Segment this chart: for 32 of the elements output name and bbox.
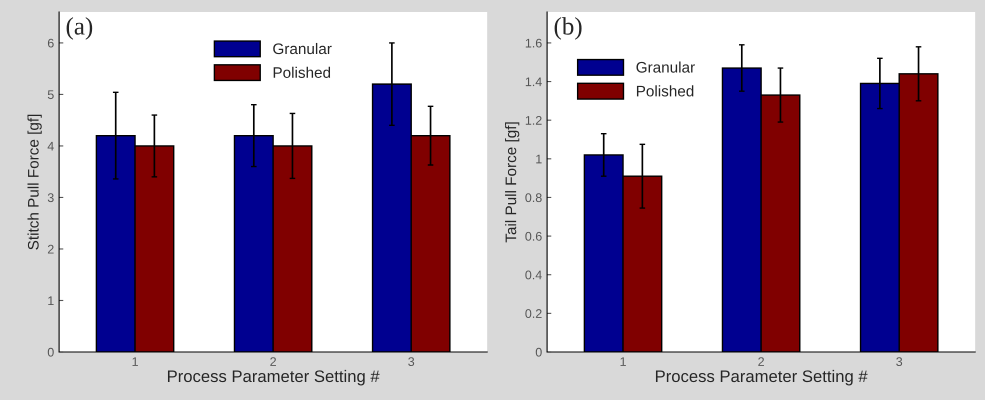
x-tick-label: 1 [620, 357, 626, 366]
y-tick-label: 4 [48, 142, 54, 150]
y-tick-label: 0.2 [525, 309, 542, 318]
x-tick-label: 3 [896, 357, 902, 366]
legend-label: Granular [636, 61, 695, 73]
x-axis-title: Process Parameter Setting # [168, 370, 380, 386]
x-tick-label: 2 [270, 357, 276, 366]
x-tick-label: 3 [408, 357, 414, 366]
y-tick-label: 0.4 [525, 270, 542, 280]
y-tick-label: 1 [48, 296, 54, 306]
annotation: (a) [66, 17, 92, 40]
legend-label: Polished [636, 85, 694, 96]
y-axis-title: Stitch Pull Force [gf] [27, 114, 42, 250]
y-tick-label: 1 [536, 154, 542, 164]
y-tick-label: 0.6 [525, 232, 542, 241]
y-tick-label: 3 [48, 193, 54, 202]
y-tick-label: 1.2 [526, 116, 542, 125]
y-tick-label: 2 [48, 244, 54, 254]
legend-label: Polished [274, 66, 330, 78]
x-axis-title: Process Parameter Setting # [656, 370, 868, 386]
x-tick-label: 1 [132, 357, 138, 366]
annotation: (b) [554, 17, 582, 40]
y-tick-label: 6 [48, 38, 54, 48]
y-tick-label: 0.8 [525, 193, 542, 202]
x-tick-label: 2 [758, 357, 764, 366]
y-tick-label: 0 [536, 348, 542, 357]
y-tick-label: 1.4 [526, 77, 542, 86]
legend-label: Granular [273, 42, 332, 54]
y-axis-title: Tail Pull Force [gf] [505, 122, 520, 242]
y-tick-label: 1.6 [526, 38, 542, 48]
y-tick-label: 0 [48, 348, 54, 357]
y-tick-label: 5 [48, 90, 54, 100]
